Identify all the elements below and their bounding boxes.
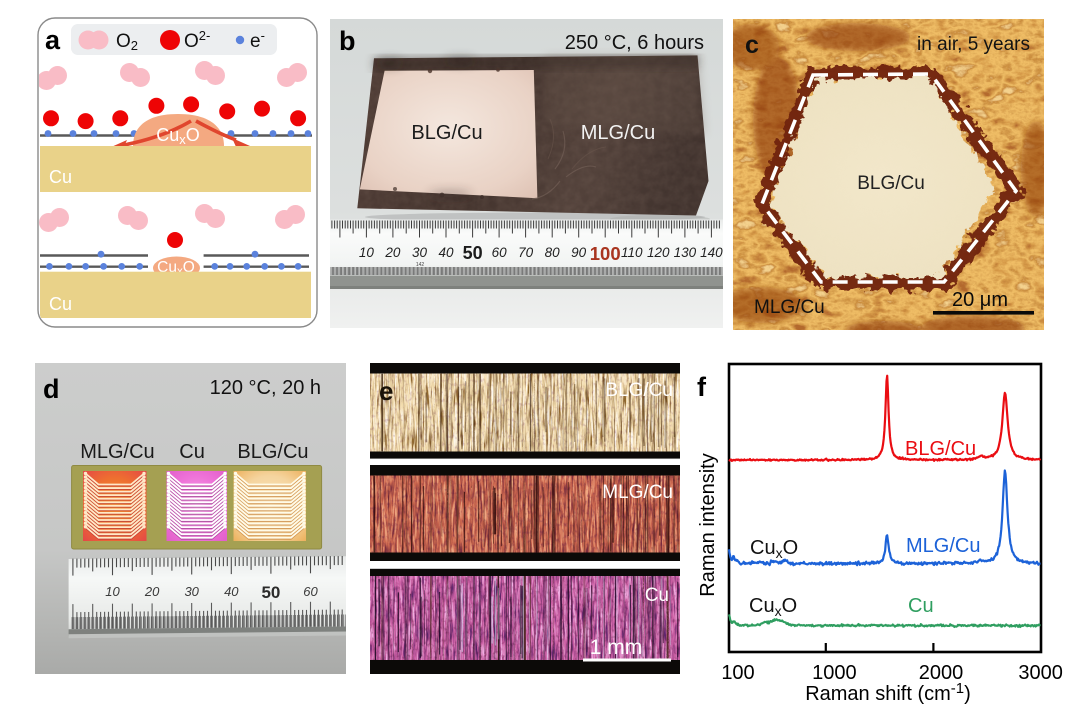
svg-text:1 mm: 1 mm xyxy=(590,636,643,659)
svg-text:Raman intensity: Raman intensity xyxy=(697,453,719,596)
svg-text:MLG/Cu: MLG/Cu xyxy=(754,297,825,318)
svg-text:d: d xyxy=(43,374,60,404)
svg-text:50: 50 xyxy=(463,243,483,263)
svg-text:70: 70 xyxy=(518,245,534,260)
svg-text:Cu: Cu xyxy=(49,294,72,314)
svg-text:40: 40 xyxy=(224,584,239,599)
svg-text:MLG/Cu: MLG/Cu xyxy=(80,441,154,463)
svg-text:BLG/Cu: BLG/Cu xyxy=(411,122,482,144)
svg-text:142: 142 xyxy=(416,262,425,268)
svg-text:20: 20 xyxy=(144,584,160,599)
svg-text:120 °C, 20 h: 120 °C, 20 h xyxy=(210,377,321,399)
svg-text:60: 60 xyxy=(492,245,508,260)
svg-text:MLG/Cu: MLG/Cu xyxy=(581,122,655,144)
svg-text:Cu: Cu xyxy=(908,595,934,617)
svg-text:CuxO: CuxO xyxy=(750,537,798,561)
svg-text:b: b xyxy=(339,26,356,56)
svg-text:100: 100 xyxy=(721,662,754,684)
svg-text:MLG/Cu: MLG/Cu xyxy=(602,482,673,503)
svg-text:MLG/Cu: MLG/Cu xyxy=(906,535,980,557)
svg-text:90: 90 xyxy=(571,245,587,260)
svg-text:f: f xyxy=(697,372,707,402)
svg-text:110: 110 xyxy=(621,245,643,260)
svg-text:80: 80 xyxy=(545,245,561,260)
svg-text:a: a xyxy=(45,25,61,55)
svg-text:50: 50 xyxy=(261,583,280,602)
svg-text:CuxO: CuxO xyxy=(156,125,200,147)
svg-text:BLG/Cu: BLG/Cu xyxy=(605,380,673,401)
svg-text:BLG/Cu: BLG/Cu xyxy=(237,441,308,463)
svg-text:10: 10 xyxy=(359,245,375,260)
svg-text:140: 140 xyxy=(700,245,723,260)
svg-text:10: 10 xyxy=(105,584,120,599)
svg-text:100: 100 xyxy=(590,243,621,264)
svg-text:40: 40 xyxy=(438,245,454,260)
svg-text:Cu: Cu xyxy=(645,585,669,606)
svg-text:BLG/Cu: BLG/Cu xyxy=(905,438,976,460)
svg-text:3000: 3000 xyxy=(1018,662,1063,684)
svg-text:2000: 2000 xyxy=(919,662,964,684)
svg-text:20 μm: 20 μm xyxy=(952,289,1008,311)
svg-text:30: 30 xyxy=(184,584,199,599)
svg-text:20: 20 xyxy=(384,245,401,260)
svg-text:Raman shift (cm-1): Raman shift (cm-1) xyxy=(805,680,971,705)
svg-text:Cu: Cu xyxy=(49,167,72,187)
svg-text:BLG/Cu: BLG/Cu xyxy=(857,173,925,194)
svg-text:e: e xyxy=(379,376,393,406)
svg-text:30: 30 xyxy=(412,245,428,260)
svg-text:in air, 5 years: in air, 5 years xyxy=(917,34,1030,55)
svg-text:250 °C, 6 hours: 250 °C, 6 hours xyxy=(565,32,704,54)
svg-text:Cu: Cu xyxy=(179,441,205,463)
svg-text:130: 130 xyxy=(674,245,697,260)
svg-text:120: 120 xyxy=(647,245,670,260)
svg-text:1000: 1000 xyxy=(812,662,857,684)
svg-text:CuxO: CuxO xyxy=(749,595,797,619)
svg-text:c: c xyxy=(745,31,759,59)
svg-text:60: 60 xyxy=(303,584,318,599)
